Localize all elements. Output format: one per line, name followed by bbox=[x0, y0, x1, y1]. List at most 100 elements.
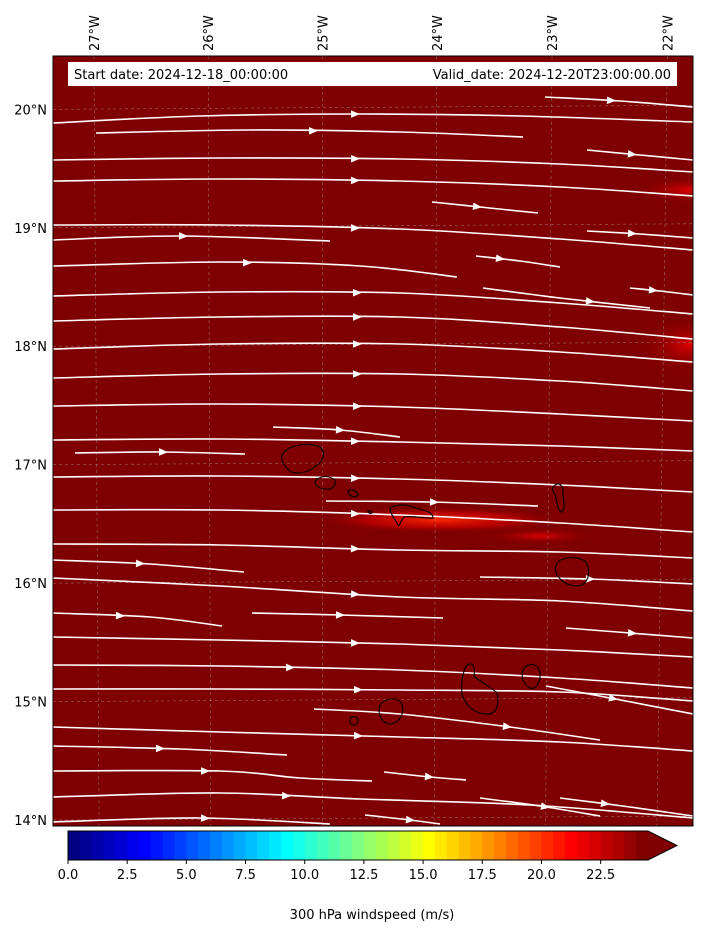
longitude-tick-label: 27°W bbox=[88, 15, 103, 51]
streamline-arrow bbox=[424, 772, 434, 781]
streamline-arrow bbox=[352, 402, 362, 411]
streamline-arrow bbox=[472, 202, 482, 211]
colorbar-tick-label: 2.5 bbox=[117, 868, 138, 883]
island-sao-nicolau bbox=[389, 504, 434, 526]
streamline bbox=[544, 96, 693, 108]
colorbar-bin bbox=[115, 831, 128, 860]
colorbar-bin bbox=[174, 831, 187, 860]
island-branco bbox=[367, 510, 373, 514]
latitude-ticks: 20°N 19°N 18°N 17°N 16°N 15°N 14°N bbox=[14, 103, 47, 829]
streamline bbox=[53, 745, 288, 756]
longitude-tick-label: 26°W bbox=[202, 15, 217, 51]
streamline-arrow bbox=[353, 313, 362, 321]
streamline-arrow bbox=[350, 544, 360, 553]
meridian-line bbox=[93, 56, 100, 826]
streamline bbox=[53, 342, 693, 363]
colorbar-bin bbox=[387, 831, 400, 860]
streamline-arrow bbox=[648, 286, 658, 294]
latitude-tick-label: 18°N bbox=[14, 340, 47, 355]
streamline-arrow bbox=[627, 229, 637, 238]
streamline-arrow bbox=[242, 258, 252, 267]
colorbar-bin bbox=[91, 831, 104, 860]
streamline-arrow bbox=[350, 509, 360, 518]
streamline bbox=[53, 726, 693, 752]
streamline bbox=[53, 475, 693, 493]
streamline bbox=[53, 664, 693, 689]
colorbar-tick-label: 7.5 bbox=[235, 868, 256, 883]
colorbar-bin bbox=[375, 831, 388, 860]
latitude-tick-label: 19°N bbox=[14, 222, 47, 237]
colorbar-bin bbox=[233, 831, 246, 860]
streamline bbox=[53, 290, 693, 315]
streamline bbox=[53, 508, 693, 533]
colorbar-bin bbox=[458, 831, 471, 860]
meridian-line bbox=[433, 56, 438, 826]
colorbar-bin bbox=[517, 831, 531, 860]
island-sal bbox=[552, 483, 565, 513]
colorbar-bin bbox=[210, 831, 223, 860]
streamline-arrow bbox=[350, 639, 360, 647]
streamline bbox=[53, 559, 245, 573]
streamline-arrow bbox=[606, 96, 616, 105]
streamline-arrow bbox=[285, 663, 295, 672]
streamline-arrow bbox=[281, 791, 291, 800]
meridian-line bbox=[656, 56, 668, 826]
streamline bbox=[53, 372, 693, 392]
colorbar-bin bbox=[411, 831, 424, 860]
jet-core bbox=[630, 176, 693, 204]
island-santo-antao bbox=[281, 443, 324, 474]
latitude-tick-label: 20°N bbox=[14, 103, 47, 118]
parallel-line bbox=[53, 815, 693, 821]
colorbar-bin bbox=[103, 831, 116, 860]
colorbar-bin bbox=[292, 831, 306, 860]
streamline-arrow bbox=[308, 126, 318, 135]
colorbar-bin bbox=[541, 831, 554, 860]
streamline bbox=[586, 230, 693, 239]
latitude-tick-label: 14°N bbox=[14, 814, 47, 829]
colorbar-ticks: 0.0 2.5 5.0 7.5 10.0 12.5 15.0 17.5 20.0 22.5 bbox=[58, 860, 615, 883]
meridian-line bbox=[207, 56, 212, 826]
streamline bbox=[53, 577, 693, 612]
streamline bbox=[53, 817, 331, 825]
parallel-line bbox=[53, 223, 693, 229]
colorbar-bin bbox=[588, 831, 602, 860]
streamline bbox=[53, 113, 693, 124]
streamline-arrow bbox=[135, 559, 145, 568]
streamline bbox=[475, 255, 561, 268]
island-santa-luzia bbox=[347, 489, 359, 498]
streamline-arrow bbox=[350, 176, 360, 185]
colorbar-tick-label: 5.0 bbox=[176, 868, 197, 883]
colorbar-bin bbox=[79, 831, 93, 860]
colorbar-outline bbox=[67, 830, 679, 861]
colorbar-bin bbox=[150, 831, 164, 860]
colorbar-bin bbox=[186, 831, 199, 860]
colorbar-bin bbox=[304, 831, 317, 860]
meridian-line bbox=[545, 56, 553, 826]
colorbar-bin bbox=[576, 831, 590, 860]
colorbar-tick-label: 22.5 bbox=[586, 868, 615, 883]
streamline bbox=[629, 287, 693, 296]
streamline-arrow bbox=[158, 448, 168, 456]
streamline-arrow bbox=[350, 110, 360, 118]
streamline-arrow bbox=[627, 150, 637, 158]
island-santiago bbox=[461, 663, 499, 715]
island-sao-vicente bbox=[314, 476, 336, 490]
streamline-arrow bbox=[350, 437, 360, 445]
colorbar-bin bbox=[565, 831, 578, 860]
colorbar-extend-arrow bbox=[648, 831, 677, 860]
streamline-arrow bbox=[350, 224, 360, 232]
streamline-arrow bbox=[350, 154, 360, 163]
streamline bbox=[53, 688, 693, 702]
streamline bbox=[325, 500, 539, 507]
colorbar-bin bbox=[328, 831, 341, 860]
latitude-tick-label: 15°N bbox=[14, 696, 47, 711]
latitude-tick-label: 17°N bbox=[14, 459, 47, 474]
streamline bbox=[53, 612, 223, 627]
streamline-arrow bbox=[350, 474, 360, 482]
streamline bbox=[559, 797, 693, 817]
parallel-line bbox=[53, 105, 693, 110]
colorbar-bin bbox=[446, 831, 460, 860]
streamline-arrow bbox=[608, 694, 618, 702]
streamline bbox=[313, 708, 601, 741]
